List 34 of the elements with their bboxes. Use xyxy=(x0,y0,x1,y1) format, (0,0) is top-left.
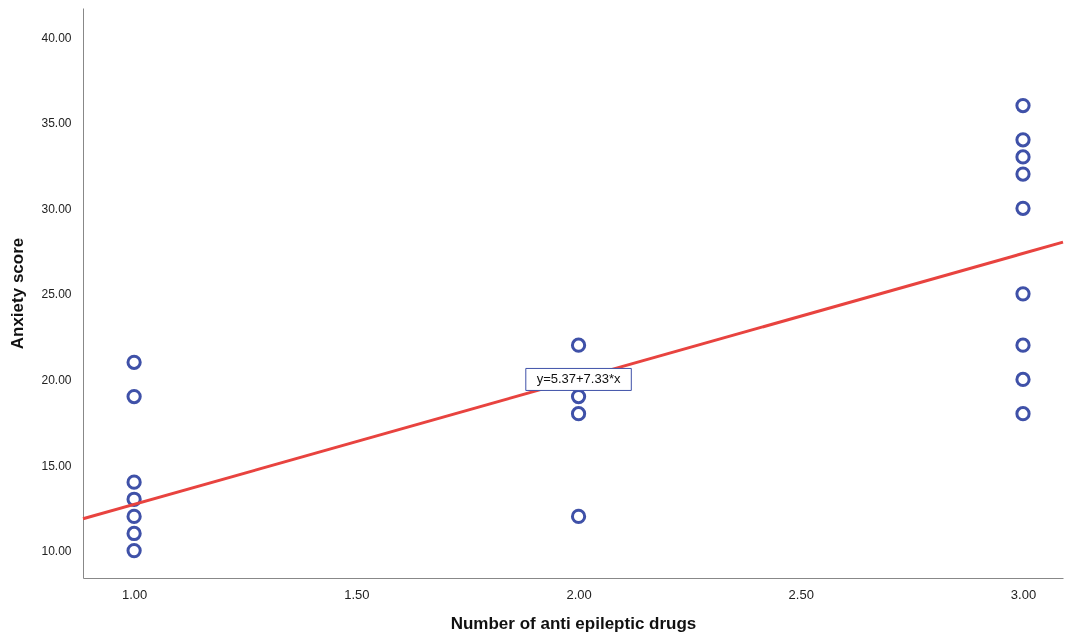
point xyxy=(1015,371,1031,388)
x-tick-label: 3.00 xyxy=(1010,586,1037,602)
point xyxy=(126,508,142,524)
point xyxy=(126,543,142,559)
x-axis-title: Number of anti epileptic drugs xyxy=(450,613,697,633)
point xyxy=(1015,97,1031,114)
point xyxy=(570,337,587,353)
point xyxy=(570,406,587,422)
point xyxy=(1015,337,1031,353)
y-tick-label: 20.00 xyxy=(41,372,72,387)
y-tick-label: 15.00 xyxy=(41,458,72,473)
point xyxy=(1015,166,1031,182)
y-tick-label: 30.00 xyxy=(41,201,72,216)
x-tick-label: 1.50 xyxy=(344,586,370,602)
y-tick-label: 10.00 xyxy=(41,544,72,559)
point xyxy=(570,388,587,405)
y-tick-label: 35.00 xyxy=(41,116,72,131)
point xyxy=(126,474,142,490)
point xyxy=(126,388,142,405)
y-tick-label: 25.00 xyxy=(41,287,72,302)
x-tick-label: 1.00 xyxy=(121,586,148,602)
point xyxy=(1015,132,1031,148)
point xyxy=(126,354,142,370)
point xyxy=(126,525,142,542)
point xyxy=(570,508,587,524)
y-tick-label: 40.00 xyxy=(41,30,72,45)
point xyxy=(1015,406,1031,422)
x-tick-label: 2.50 xyxy=(788,586,814,602)
x-tick-label: 2.00 xyxy=(566,586,592,602)
y-axis-title: Anxiety score xyxy=(8,237,28,350)
point xyxy=(1015,286,1031,302)
annotation: y=5.37+7.33*x xyxy=(536,371,621,387)
point xyxy=(1015,200,1031,216)
point xyxy=(1015,149,1031,165)
